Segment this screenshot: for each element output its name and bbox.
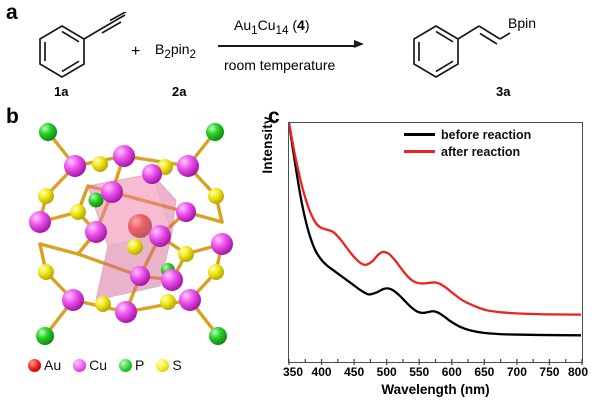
au-color-swatch	[28, 358, 41, 372]
x-tick-label: 800	[567, 365, 589, 379]
substrate-label-1a: 1a	[54, 84, 69, 99]
legend-entry-after: after reaction	[404, 143, 531, 160]
series-after-reaction	[289, 123, 581, 315]
product-group-bpin: Bpin	[508, 15, 537, 31]
x-tick-label: 550	[409, 365, 430, 379]
spectrum-curves	[289, 123, 581, 361]
legend-swatch-before	[404, 133, 435, 136]
cu-color-swatch	[73, 358, 87, 372]
panel-b-letter: b	[6, 105, 19, 128]
plot-area	[288, 122, 583, 363]
panel-b-cluster-structure: b	[0, 104, 262, 405]
chart-legend: before reaction after reaction	[404, 126, 531, 160]
reagent-formula-b2pin2: B2pin2	[155, 41, 196, 61]
y-axis-label: Intensity	[260, 116, 275, 174]
panel-c-uv-vis-spectrum: c Intensity 350 400 450 500 550 600 650 700 750 8…	[260, 104, 600, 405]
x-axis-ticks	[288, 359, 583, 365]
legend-item-au: Au	[28, 357, 61, 373]
reagent-label-2a: 2a	[172, 84, 187, 99]
series-before-reaction	[289, 123, 581, 335]
structure-styryl-bpin	[413, 25, 511, 78]
x-tick-label: 650	[474, 365, 495, 379]
x-tick-label: 700	[506, 365, 527, 379]
legend-item-p: P	[119, 357, 144, 373]
structure-phenylacetylene	[39, 12, 128, 78]
reaction-conditions: room temperature	[224, 57, 336, 73]
p-color-swatch	[119, 358, 133, 372]
plus-sign: +	[131, 43, 141, 60]
cluster-model-au1cu14	[29, 123, 233, 345]
legend-item-s: S	[156, 357, 182, 373]
legend-entry-before: before reaction	[404, 126, 531, 143]
panel-a-letter: a	[6, 1, 18, 24]
product-label-3a: 3a	[496, 84, 511, 99]
panel-c-letter: c	[268, 105, 280, 128]
structure-legend: Au Cu P S	[28, 354, 243, 376]
panel-a-reaction-scheme: a 1a + B2pin2 2a Au1Cu14 (4) room temper…	[0, 0, 600, 104]
x-tick-label: 750	[539, 365, 560, 379]
legend-label-au: Au	[44, 357, 62, 373]
catalyst-text: Au1Cu14 (4)	[234, 17, 310, 37]
legend-label-after: after reaction	[441, 144, 521, 159]
legend-swatch-after	[404, 150, 435, 153]
x-tick-label: 500	[376, 365, 397, 379]
x-axis-label: Wavelength (nm)	[381, 382, 490, 397]
legend-label-before: before reaction	[441, 127, 532, 142]
legend-label-s: S	[172, 357, 182, 373]
x-tick-label: 600	[441, 365, 462, 379]
legend-item-cu: Cu	[73, 357, 107, 373]
x-tick-label: 350	[282, 365, 304, 379]
legend-label-cu: Cu	[89, 357, 108, 373]
x-tick-label: 400	[311, 365, 332, 379]
reaction-arrow	[218, 40, 368, 49]
s-color-swatch	[156, 358, 170, 372]
legend-label-p: P	[135, 357, 145, 373]
x-tick-label: 450	[344, 365, 365, 379]
